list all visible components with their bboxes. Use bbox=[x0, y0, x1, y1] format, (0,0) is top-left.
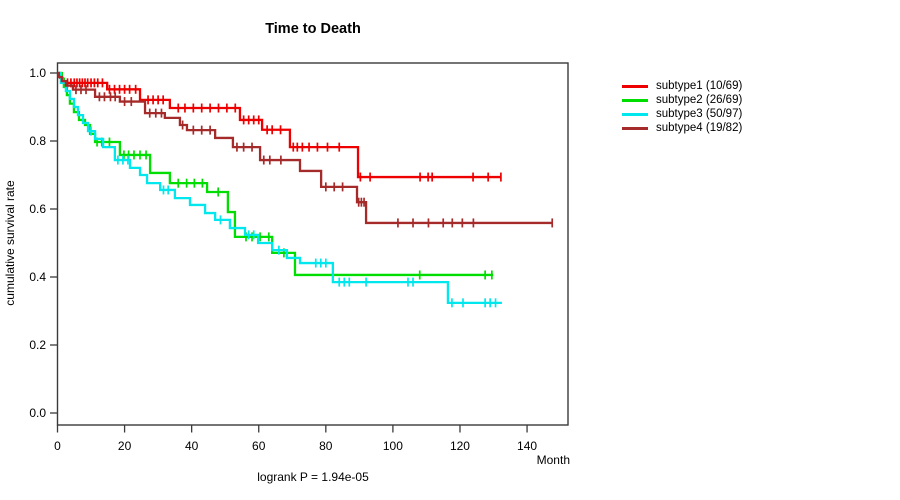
plot-box bbox=[56, 62, 569, 426]
x-tick-label: 0 bbox=[54, 439, 61, 453]
survival-curve-subtype4 bbox=[57, 71, 553, 225]
survival-curves bbox=[57, 71, 554, 308]
x-tick-label: 80 bbox=[319, 439, 333, 453]
legend-swatch-subtype2 bbox=[622, 98, 648, 102]
legend-label-subtype3: subtype3 (50/97) bbox=[656, 108, 743, 120]
y-tick-label: 0.4 bbox=[29, 270, 46, 284]
legend-item-subtype2: subtype2 (26/69) bbox=[622, 93, 742, 107]
x-tick-label: 120 bbox=[450, 439, 470, 453]
x-tick-label: 100 bbox=[383, 439, 403, 453]
y-tick-label: 0.8 bbox=[29, 134, 46, 148]
logrank-pvalue-text: logrank P = 1.94e-05 bbox=[257, 470, 369, 484]
y-tick-label: 0.0 bbox=[29, 406, 46, 420]
legend: subtype1 (10/69) subtype2 (26/69) subtype3… bbox=[622, 79, 742, 135]
x-tick-label: 40 bbox=[185, 439, 199, 453]
axes: 0 20 40 60 80 100 120 140 0.0 0.2 0.4 0.6 0.8 1.0 bbox=[29, 66, 537, 453]
legend-label-subtype4: subtype4 (19/82) bbox=[656, 122, 743, 134]
survival-curve-subtype3 bbox=[57, 71, 502, 304]
y-tick-label: 0.6 bbox=[29, 202, 46, 216]
y-tick-label: 1.0 bbox=[29, 66, 46, 80]
y-axis-label: cumulative survival rate bbox=[3, 180, 17, 306]
x-tick-label: 20 bbox=[118, 439, 132, 453]
x-axis-label: Month bbox=[537, 453, 570, 467]
legend-item-subtype3: subtype3 (50/97) bbox=[622, 107, 742, 121]
legend-label-subtype2: subtype2 (26/69) bbox=[656, 94, 743, 106]
legend-label-subtype1: subtype1 (10/69) bbox=[656, 80, 743, 92]
x-tick-label: 60 bbox=[252, 439, 266, 453]
legend-swatch-subtype1 bbox=[622, 84, 648, 88]
legend-swatch-subtype4 bbox=[622, 126, 648, 130]
page-title: Time to Death bbox=[265, 21, 361, 37]
y-tick-label: 0.2 bbox=[29, 338, 46, 352]
legend-item-subtype1: subtype1 (10/69) bbox=[622, 79, 742, 93]
legend-swatch-subtype3 bbox=[622, 112, 648, 116]
legend-item-subtype4: subtype4 (19/82) bbox=[622, 121, 742, 135]
x-tick-label: 140 bbox=[517, 439, 537, 453]
